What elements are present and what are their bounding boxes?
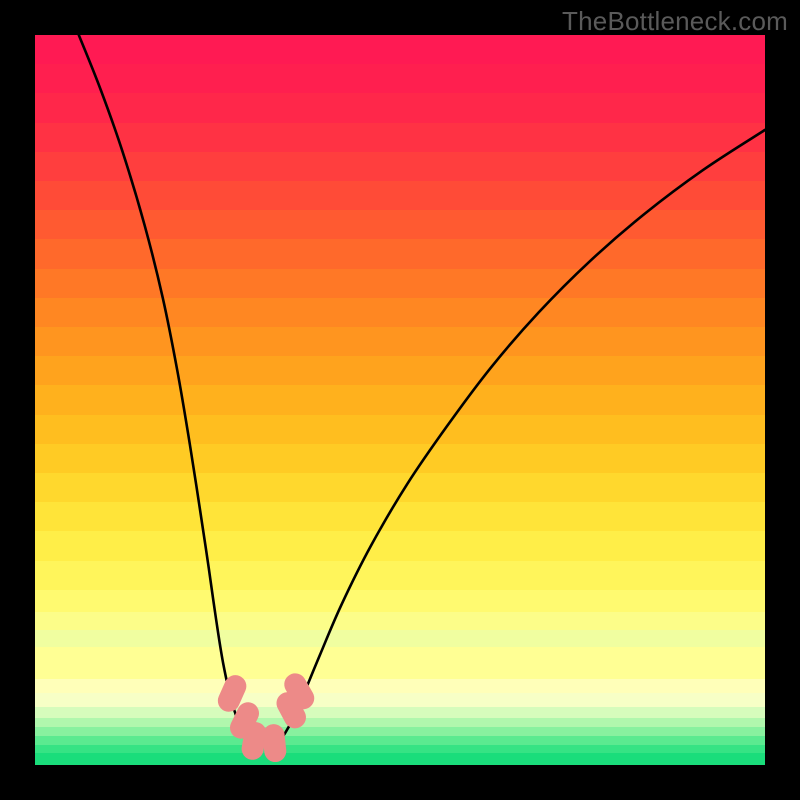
chart-stage: TheBottleneck.com bbox=[0, 0, 800, 800]
v-curve bbox=[79, 35, 765, 741]
plot-area bbox=[35, 35, 765, 765]
curve-marker bbox=[262, 723, 288, 763]
chart-svg bbox=[35, 35, 765, 765]
watermark-text: TheBottleneck.com bbox=[562, 6, 788, 37]
